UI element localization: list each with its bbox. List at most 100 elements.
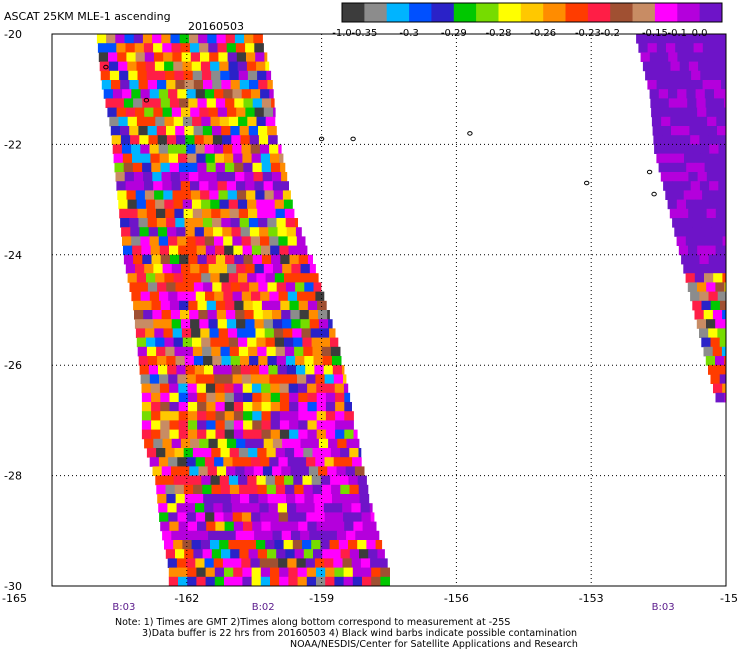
swath-cell [325, 411, 336, 421]
swath-cell [695, 199, 705, 210]
swath-cell [266, 208, 276, 219]
swath-cell [227, 107, 237, 118]
swath-cell [229, 346, 240, 357]
y-tick-label: -30 [4, 580, 22, 593]
swath-cell [149, 144, 160, 154]
swath-cell [181, 328, 192, 338]
swath-cell [252, 411, 262, 421]
swath-cell [121, 227, 131, 237]
swath-cell [236, 319, 246, 329]
swath-cell [243, 300, 254, 311]
lat-lon-grid [52, 34, 726, 586]
swath-cell [143, 172, 153, 182]
swath-cell [333, 512, 344, 522]
swath-cell [166, 356, 176, 366]
swath-cell [199, 107, 209, 118]
swath-cell [210, 273, 220, 283]
swath-cell [230, 126, 240, 136]
swath-cell [335, 402, 345, 412]
swath-cell [238, 273, 248, 283]
swath-cell [122, 236, 132, 246]
swath-cell [349, 484, 360, 495]
swath-cell [274, 273, 285, 283]
swath-cell [346, 530, 356, 541]
swath-cell [688, 245, 698, 256]
swath-cell [295, 356, 305, 366]
swath-cell [722, 310, 727, 320]
swath-cell [645, 34, 655, 44]
swath-cell [194, 227, 205, 237]
swath-cell [184, 218, 195, 228]
swath-cell [184, 282, 195, 292]
swath-cell [654, 34, 665, 44]
swath-cell [720, 190, 727, 200]
swath-cell [151, 411, 161, 421]
swath-cell [224, 402, 235, 412]
swath-cell [248, 549, 259, 559]
swath-cell [268, 135, 278, 145]
swath-cell [262, 466, 273, 476]
swath-cell [311, 475, 322, 486]
swath-cell [193, 126, 204, 136]
swath-cell [128, 70, 138, 81]
swath-cell [239, 484, 249, 495]
swath-cell [251, 291, 261, 302]
swath-cell [122, 89, 132, 99]
swath-cell [174, 448, 185, 458]
swath-cell [270, 420, 281, 430]
swath-cell [207, 310, 218, 320]
swath-cell [265, 273, 276, 283]
swath-cell [229, 448, 240, 458]
swath-cell [258, 80, 268, 90]
swath-cell [711, 80, 722, 90]
swath-cell [176, 558, 187, 568]
swath-cell [702, 153, 712, 164]
swath-cell [205, 383, 216, 394]
swath-cell [179, 34, 190, 44]
swath-cell [712, 43, 722, 53]
island-outline [467, 131, 473, 136]
swath-cell [193, 484, 203, 495]
swath-cell [667, 199, 678, 210]
swath-cell [707, 126, 718, 136]
swath-cell [146, 208, 157, 219]
swath-cell [716, 116, 726, 127]
swath-cell [276, 549, 286, 559]
swath-cell [327, 466, 337, 476]
swath-cell [206, 98, 217, 108]
swath-cell [245, 438, 255, 449]
swath-cell [184, 126, 194, 136]
swath-cell [219, 540, 229, 550]
swath-cell [721, 43, 727, 53]
swath-cell [690, 254, 700, 265]
swath-cell [178, 392, 189, 403]
swath-cell [235, 466, 245, 476]
swath-cell [337, 438, 347, 449]
swath-cell [217, 107, 228, 118]
swath-cell [269, 144, 279, 154]
swath-cell [283, 540, 294, 550]
swath-cell [173, 337, 184, 348]
swath-cell [113, 153, 124, 164]
swath-cell [245, 107, 255, 118]
swath-cell [156, 346, 166, 357]
swath-cell [177, 144, 187, 154]
swath-cell [724, 98, 727, 108]
swath-cell [269, 291, 279, 302]
swath-cell [144, 107, 154, 118]
colorbar-swatch [587, 3, 611, 22]
swath-cell [302, 475, 313, 486]
swath-cell [256, 475, 267, 486]
swath-cell [676, 236, 687, 246]
swath-cell [270, 383, 280, 394]
swath-cell [202, 549, 213, 559]
swath-cell [687, 98, 697, 108]
swath-cell [278, 236, 288, 246]
swath-cell [340, 484, 350, 495]
swath-cell [219, 337, 230, 348]
swath-cell [210, 337, 220, 348]
swath-cell [189, 43, 200, 53]
swath-cell [706, 107, 716, 118]
swath-cell [132, 153, 142, 164]
swath-cell [184, 549, 194, 559]
